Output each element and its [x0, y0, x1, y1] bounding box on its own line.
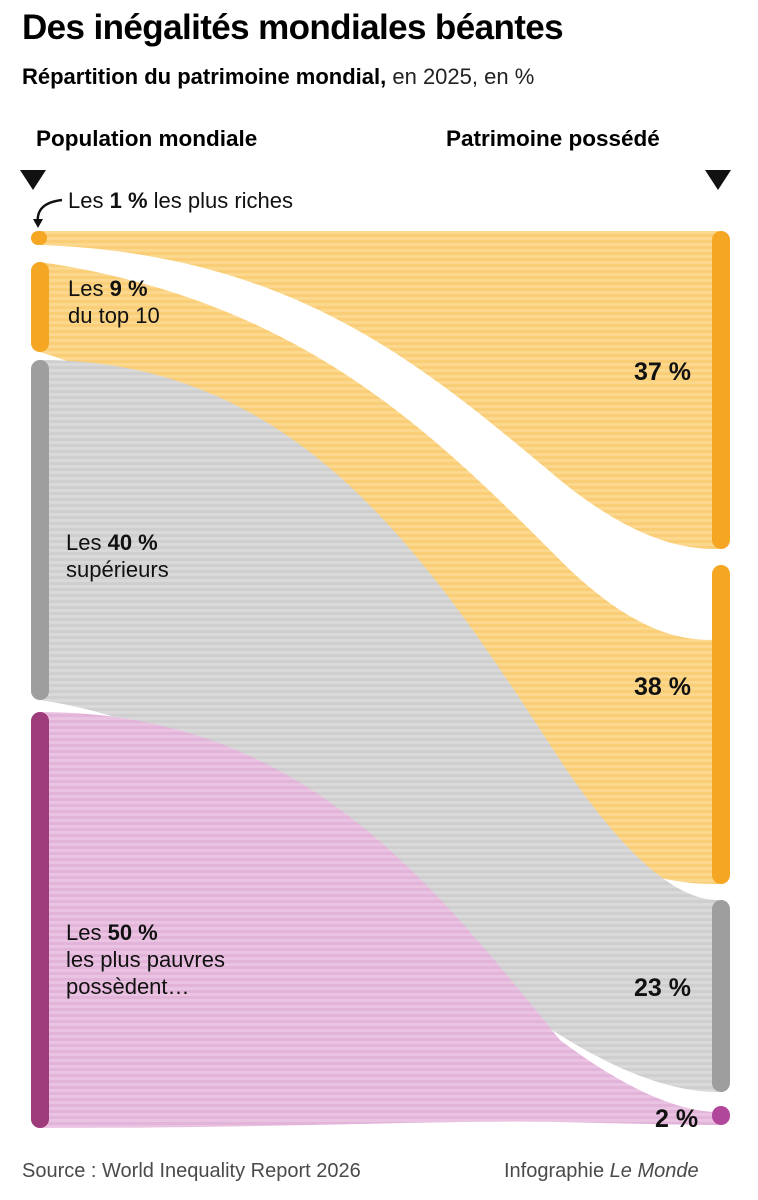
node-right-23-percent: [712, 900, 730, 1092]
triangle-down-icon-right: [705, 170, 731, 190]
callout-top-1-percent: Les 1 % les plus riches: [68, 188, 293, 214]
flow-label-9-value: 9 %: [109, 276, 148, 301]
column-header-population: Population mondiale: [36, 126, 258, 151]
subtitle-bold-part: Répartition du patrimoine mondial,: [22, 64, 387, 89]
node-left-1-percent: [31, 231, 47, 245]
node-left-50-percent: [31, 712, 49, 1128]
flow-label-50-line3: possèdent…: [66, 973, 190, 999]
page-subtitle: Répartition du patrimoine mondial, en 20…: [22, 64, 534, 90]
value-label-37: 37 %: [634, 358, 691, 386]
flow-label-50-prefix: Les: [66, 920, 108, 945]
triangle-down-icon-left: [20, 170, 46, 190]
column-header-wealth: Patrimoine possédé: [446, 126, 660, 151]
node-right-2-percent: [712, 1106, 730, 1125]
flow-label-40-value: 40 %: [107, 530, 158, 555]
flow-50-to-2: [40, 712, 718, 1128]
flow-label-40-line2: supérieurs: [66, 556, 169, 582]
node-left-40-percent: [31, 360, 49, 700]
curved-arrow-down-left-icon: [33, 198, 63, 228]
value-label-38: 38 %: [634, 673, 691, 701]
node-left-9-percent: [31, 262, 49, 352]
value-label-2: 2 %: [655, 1105, 699, 1133]
credit-prefix: Infographie: [504, 1160, 610, 1182]
flow-label-40-percent: Les 40 % supérieurs: [66, 530, 169, 584]
flow-label-40-prefix: Les: [66, 530, 108, 555]
credit-note: Infographie Le Monde: [504, 1160, 699, 1183]
value-label-23: 23 %: [634, 974, 691, 1002]
flow-label-9-prefix: Les: [68, 276, 110, 301]
callout-prefix: Les: [68, 188, 110, 213]
footer: [0, 1155, 758, 1200]
flow-1-to-37: [40, 231, 718, 549]
flow-label-50-line2: les plus pauvres: [66, 946, 225, 972]
flow-label-50-percent: Les 50 % les plus pauvres possèdent…: [66, 920, 225, 1000]
node-right-38-percent: [712, 565, 730, 884]
callout-value: 1 %: [109, 188, 148, 213]
flow-label-9-percent: Les 9 % du top 10: [68, 276, 160, 330]
flow-label-50-value: 50 %: [107, 920, 158, 945]
subtitle-rest-part: en 2025, en %: [386, 64, 535, 89]
callout-suffix: les plus riches: [147, 188, 294, 213]
page-title: Des inégalités mondiales béantes: [22, 8, 564, 47]
flow-40-to-23: [40, 360, 718, 1092]
credit-brand: Le Monde: [609, 1160, 699, 1182]
node-right-37-percent: [712, 231, 730, 549]
source-note: Source : World Inequality Report 2026: [22, 1160, 361, 1182]
flow-label-9-line2: du top 10: [68, 302, 160, 328]
